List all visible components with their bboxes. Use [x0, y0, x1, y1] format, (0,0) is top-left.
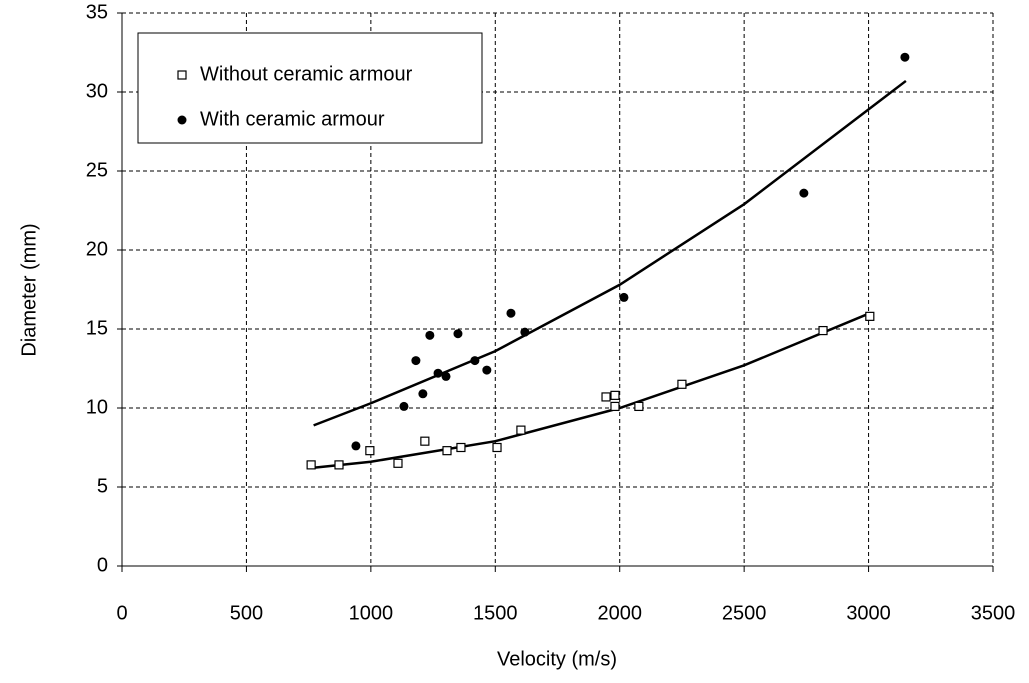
marker: [433, 368, 443, 378]
marker: [619, 292, 629, 302]
marker: [516, 425, 526, 435]
x-tick-label: 3500: [971, 602, 1016, 624]
trend-line: [313, 79, 907, 427]
marker: [365, 446, 375, 456]
legend-label: With ceramic armour: [200, 108, 385, 130]
marker: [351, 441, 361, 451]
x-tick-label: 1500: [473, 602, 518, 624]
marker: [610, 401, 620, 412]
legend-label: Without ceramic armour: [200, 63, 413, 85]
marker: [393, 458, 403, 468]
marker: [520, 327, 530, 337]
marker: [610, 390, 620, 400]
marker: [177, 115, 187, 125]
marker: [506, 308, 516, 318]
x-tick-label: 3000: [846, 602, 891, 624]
x-tick-label: 2000: [597, 602, 642, 624]
marker: [677, 379, 687, 389]
x-tick-label: 500: [230, 602, 263, 624]
y-tick-label: 0: [97, 554, 108, 576]
marker: [399, 401, 409, 411]
y-tick-label: 5: [97, 475, 108, 497]
marker: [425, 330, 435, 340]
trend-line: [310, 312, 871, 470]
marker: [442, 446, 452, 456]
x-tick-label: 2500: [722, 602, 767, 624]
marker: [482, 365, 492, 375]
y-tick-label: 25: [86, 159, 108, 181]
y-tick-label: 15: [86, 317, 108, 339]
marker: [601, 392, 611, 402]
legend: Without ceramic armour With ceramic armou…: [137, 32, 483, 144]
marker: [306, 460, 316, 470]
marker: [799, 188, 809, 198]
marker: [177, 70, 187, 80]
y-axis-label: Diameter (mm): [18, 223, 40, 356]
y-tick-label: 30: [86, 80, 108, 102]
marker: [420, 436, 430, 446]
marker: [441, 371, 451, 381]
marker: [411, 356, 421, 366]
x-tick-label: 0: [116, 602, 127, 624]
x-axis-label: Velocity (m/s): [497, 648, 617, 670]
marker: [470, 356, 480, 366]
marker: [453, 329, 463, 339]
marker: [818, 325, 828, 336]
marker: [456, 442, 466, 453]
marker: [865, 311, 875, 321]
y-tick-label: 20: [86, 238, 108, 260]
y-tick-label: 35: [86, 1, 108, 23]
y-tick-label: 10: [86, 396, 108, 418]
marker: [334, 460, 344, 470]
marker: [418, 389, 428, 399]
legend-box: [137, 32, 483, 144]
marker: [492, 442, 502, 453]
x-tick-label: 1000: [349, 602, 394, 624]
marker: [634, 401, 644, 412]
marker: [900, 52, 910, 62]
